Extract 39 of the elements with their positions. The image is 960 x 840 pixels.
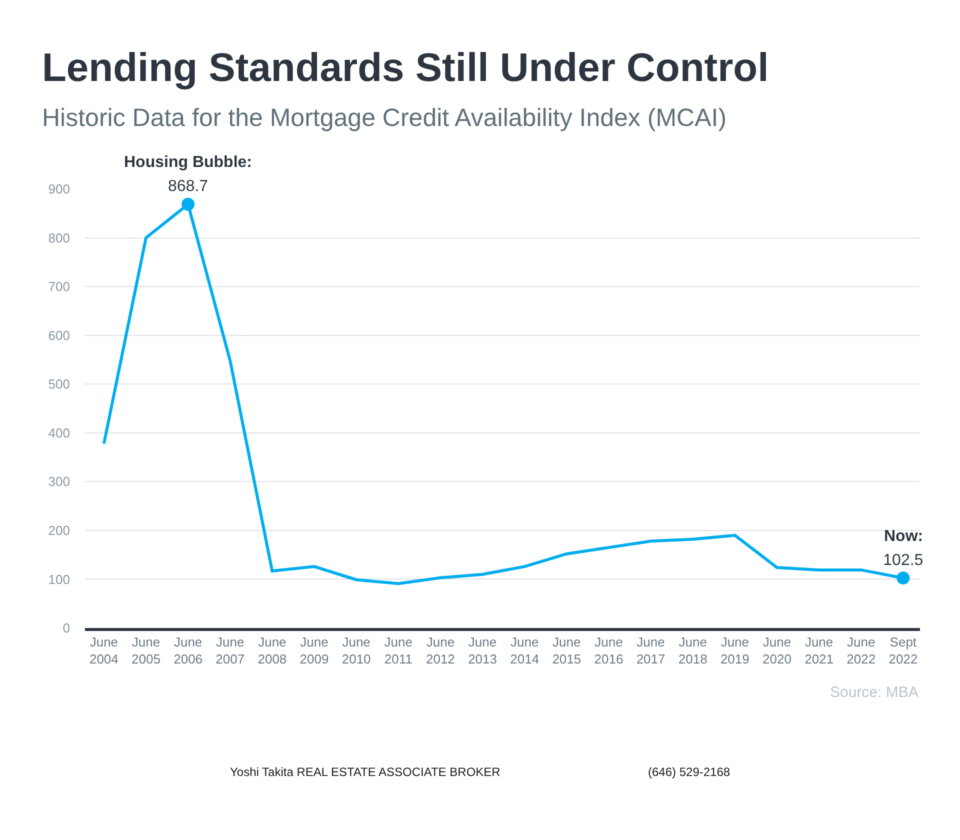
annotation: Housing Bubble: <box>124 154 252 171</box>
y-tick-label: 300 <box>48 474 70 490</box>
chart-subtitle: Historic Data for the Mortgage Credit Availability Index (MCAI) <box>42 104 727 132</box>
x-tick-label: June 2009 <box>300 634 329 666</box>
x-tick-label: June 2006 <box>174 634 203 666</box>
x-tick-label: June 2017 <box>636 634 666 666</box>
data-label: 868.7 <box>168 178 208 196</box>
y-tick-label: 600 <box>48 328 70 343</box>
x-tick-label: June 2010 <box>342 634 371 666</box>
source-note: Source: MBA <box>830 684 918 701</box>
x-tick-label: June 2015 <box>552 634 582 666</box>
x-tick-label: June 2004 <box>89 634 118 666</box>
y-tick-label: 500 <box>48 376 70 392</box>
y-tick-label: 0 <box>62 620 70 636</box>
x-tick-label: June 2005 <box>132 634 160 666</box>
x-tick-label: June 2011 <box>384 634 412 666</box>
x-tick-label: June 2007 <box>216 634 245 666</box>
x-tick-label: June 2014 <box>510 634 540 666</box>
y-tick-label: 800 <box>48 230 70 246</box>
x-tick-label: June 2012 <box>426 634 455 666</box>
x-tick-label: June 2020 <box>762 634 792 666</box>
x-tick-label: June 2016 <box>594 634 624 666</box>
chart-title: Lending Standards Still Under Control <box>42 46 769 90</box>
x-tick-label: June 2019 <box>720 634 750 666</box>
x-tick-label: June 2022 <box>846 634 876 666</box>
x-tick-label: June 2018 <box>678 634 708 666</box>
text: (646) 529-2168 <box>648 765 730 779</box>
annotation: Now: <box>884 528 924 545</box>
x-tick-label: June 2013 <box>468 634 497 666</box>
y-tick-label: 100 <box>48 572 70 587</box>
x-tick-label: June 2021 <box>804 634 834 666</box>
x-tick-label: Sept 2022 <box>888 634 918 666</box>
text: Yoshi Takita REAL ESTATE ASSOCIATE BROKER <box>230 765 501 779</box>
y-tick-label: 700 <box>48 279 70 294</box>
y-tick-label: 400 <box>48 425 70 440</box>
data-label: 102.5 <box>883 552 924 569</box>
y-tick-label: 900 <box>48 182 70 197</box>
x-tick-label: June 2008 <box>258 634 287 666</box>
y-tick-label: 200 <box>48 522 70 538</box>
